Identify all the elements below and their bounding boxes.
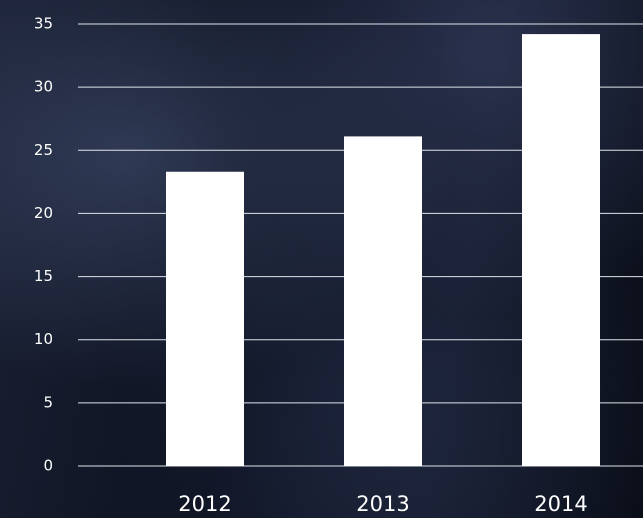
bar (522, 34, 600, 467)
y-tick-label: 0 (43, 457, 53, 475)
bar (344, 136, 422, 466)
y-tick-label: 35 (34, 15, 53, 33)
x-tick-label: 2014 (534, 492, 587, 516)
bar (166, 171, 244, 467)
y-tick-label: 10 (34, 330, 53, 348)
y-tick-label: 15 (34, 267, 53, 285)
y-tick-label: 5 (43, 393, 53, 411)
x-tick-label: 2012 (178, 492, 231, 516)
y-tick-label: 30 (34, 78, 53, 96)
y-tick-label: 20 (34, 204, 53, 222)
y-tick-label: 25 (34, 141, 53, 159)
x-tick-label: 2013 (356, 492, 409, 516)
